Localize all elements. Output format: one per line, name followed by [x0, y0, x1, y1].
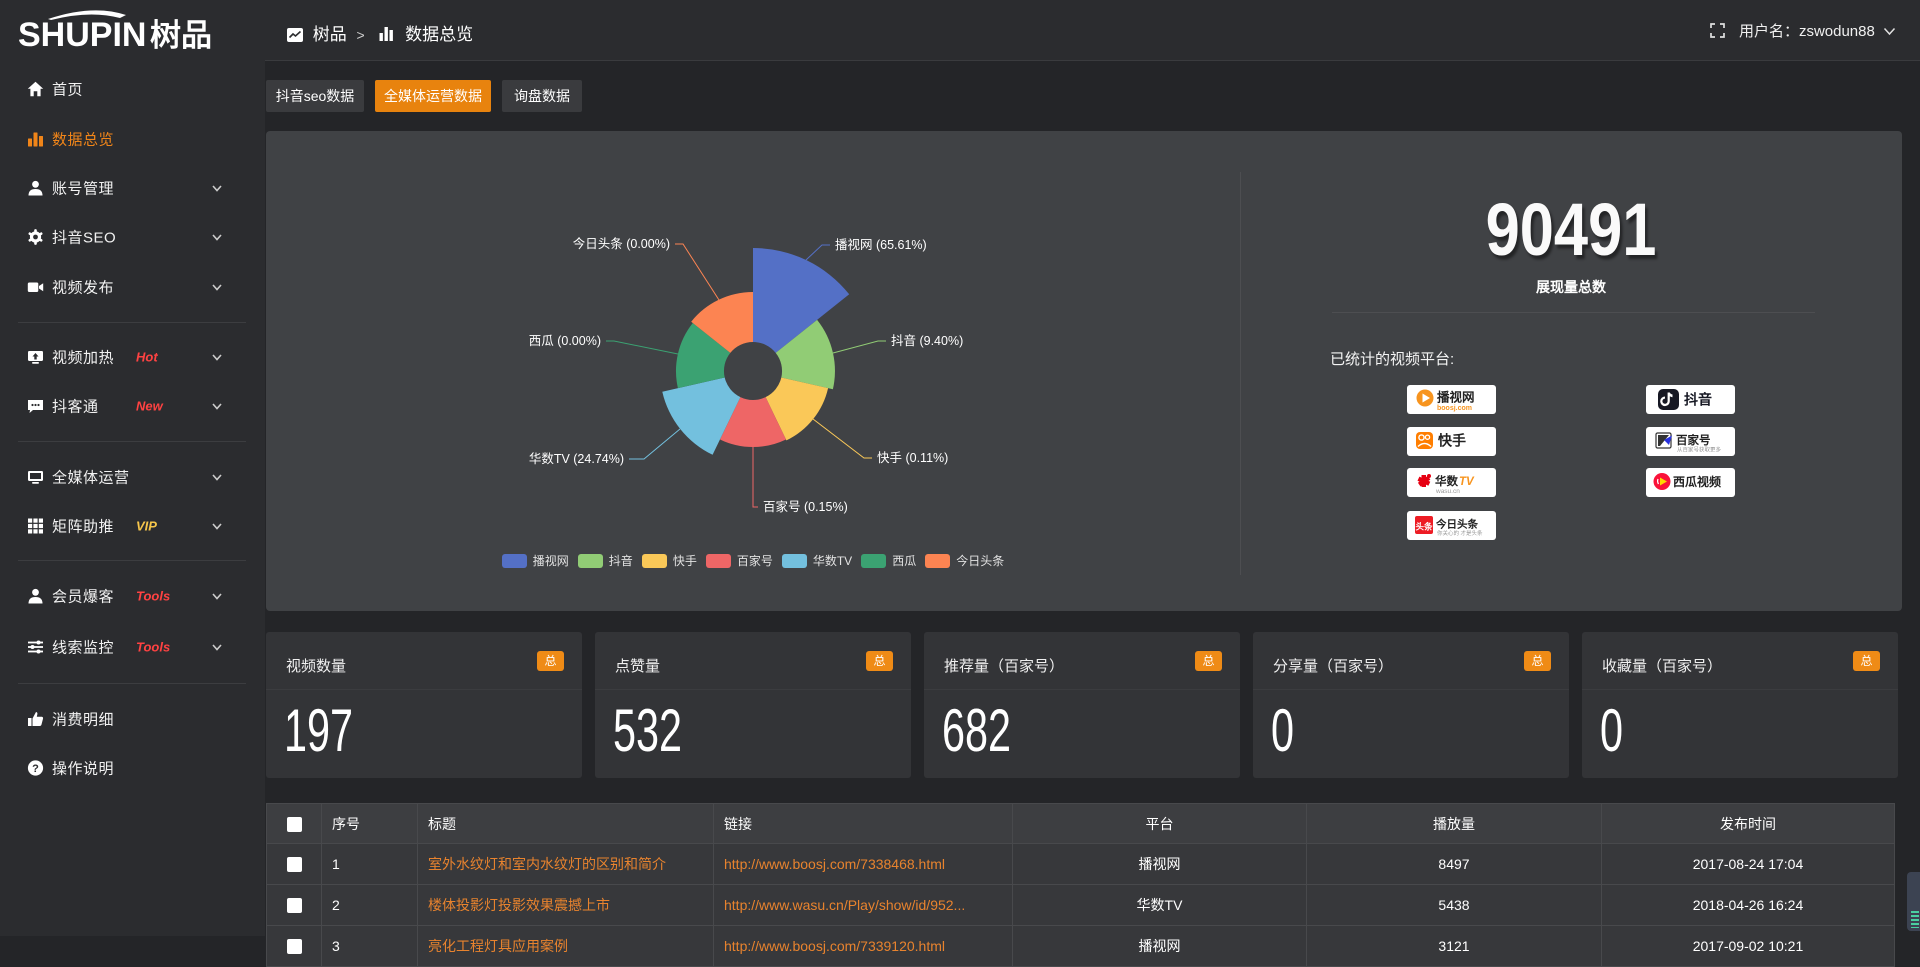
- svg-text:boosj.com: boosj.com: [1437, 405, 1472, 412]
- svg-text:西瓜视频: 西瓜视频: [1673, 474, 1721, 489]
- svg-text:SHUPIN: SHUPIN: [18, 16, 146, 54]
- svg-text:树品: 树品: [150, 18, 212, 53]
- svg-text:今日头条: 今日头条: [1435, 518, 1478, 531]
- svg-text:华数: 华数: [1435, 474, 1458, 488]
- svg-text:你关心的 才是头条: 你关心的 才是头条: [1437, 529, 1483, 537]
- svg-text:头条: 头条: [1415, 522, 1433, 532]
- svg-text:抖音: 抖音: [1684, 392, 1712, 408]
- svg-text:播视网: 播视网: [1437, 390, 1475, 405]
- svg-text:TV: TV: [1459, 476, 1475, 488]
- svg-text:快手: 快手: [1438, 433, 1466, 449]
- svg-text:wasu.cn: wasu.cn: [1435, 488, 1460, 495]
- svg-text:百家号: 百家号: [1676, 433, 1711, 447]
- svg-text:从百家号获取更多: 从百家号获取更多: [1677, 446, 1722, 454]
- svg-text:?: ?: [32, 763, 39, 775]
